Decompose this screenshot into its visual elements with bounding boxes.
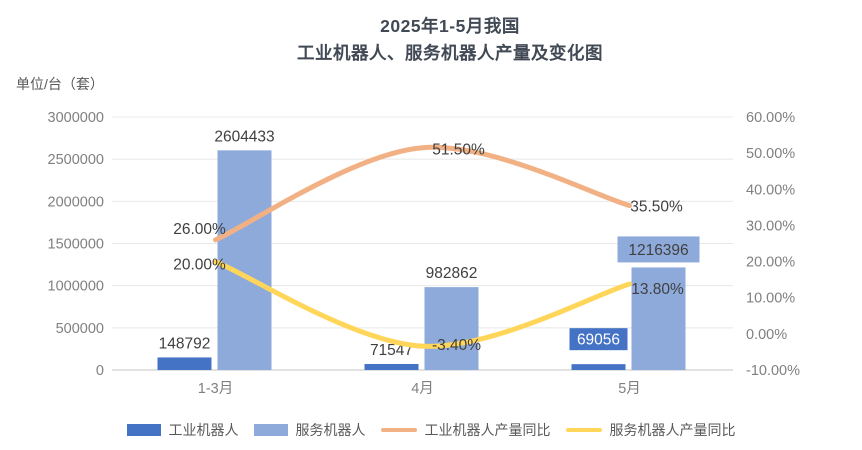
x-axis-label: 4月 [411,381,434,397]
line-label: 26.00% [173,221,226,238]
x-axis-label: 5月 [618,381,641,397]
line-label: -3.40% [432,337,481,354]
chart-title-line2: 工业机器人、服务机器人产量及变化图 [297,43,603,63]
right-axis-tick: 30.00% [746,218,795,234]
line-label: 13.80% [631,281,684,298]
bar-industrial-robot[interactable] [571,364,626,370]
service-robot-swatch-icon [253,424,288,436]
legend-label: 服务机器人 [295,422,366,438]
left-axis-tick: 1500000 [48,237,104,253]
line-industrial-robot-yoy[interactable] [213,144,632,243]
chart-title-line1: 2025年1-5月我国 [380,16,520,36]
service-robot-yoy-line-icon [565,428,602,432]
bar-label: 69056 [577,332,620,349]
left-axis-tick: 2500000 [48,152,104,168]
bar-industrial-robot[interactable] [157,357,212,370]
left-axis-unit-label: 单位/台（套） [16,76,104,92]
chart-title: 2025年1-5月我国 工业机器人、服务机器人产量及变化图 [0,13,862,67]
right-axis-tick: -10.00% [746,363,800,379]
bar-label: 71547 [370,342,413,359]
line-service-robot-yoy[interactable] [213,259,632,349]
right-axis-tick: 10.00% [746,291,795,307]
bar-label: 982862 [426,265,478,282]
industrial-robot-swatch-icon [126,424,161,436]
legend-label: 工业机器人 [168,422,239,438]
legend-label: 服务机器人产量同比 [609,422,736,438]
left-axis-tick: 0 [96,363,104,379]
left-axis-tick: 1000000 [48,279,104,295]
right-axis-tick: 20.00% [746,255,795,271]
bar-industrial-robot[interactable] [364,363,419,370]
bar-label-box [617,236,700,263]
right-axis-tick: 60.00% [746,110,795,126]
left-axis-tick: 2000000 [48,194,104,210]
line-label: 51.50% [432,142,485,159]
bar-service-robot[interactable] [217,150,272,370]
bar-label: 148792 [159,335,211,352]
bar-label: 1216396 [628,242,688,259]
bar-label-box [569,328,628,351]
line-label: 35.50% [630,199,683,216]
bar-service-robot[interactable] [631,267,686,370]
left-axis-tick: 3000000 [48,110,104,126]
legend-item-service-robot-yoy[interactable]: 服务机器人产量同比 [565,420,736,440]
legend-item-industrial-robot[interactable]: 工业机器人 [126,420,239,440]
chart-legend: 工业机器人 服务机器人 工业机器人产量同比 服务机器人产量同比 [0,420,862,440]
right-axis-tick: 50.00% [746,146,795,162]
legend-item-service-robot[interactable]: 服务机器人 [253,420,366,440]
legend-item-industrial-robot-yoy[interactable]: 工业机器人产量同比 [380,420,551,440]
left-axis-tick: 500000 [56,321,104,337]
right-axis-tick: 40.00% [746,182,795,198]
x-axis-label: 1-3月 [198,381,233,397]
bar-label: 2604433 [214,128,274,145]
industrial-robot-yoy-line-icon [380,428,417,432]
line-label: 20.00% [173,257,226,274]
right-axis-tick: 0.00% [746,327,787,343]
bar-service-robot[interactable] [424,287,479,370]
legend-label: 工业机器人产量同比 [424,422,551,438]
